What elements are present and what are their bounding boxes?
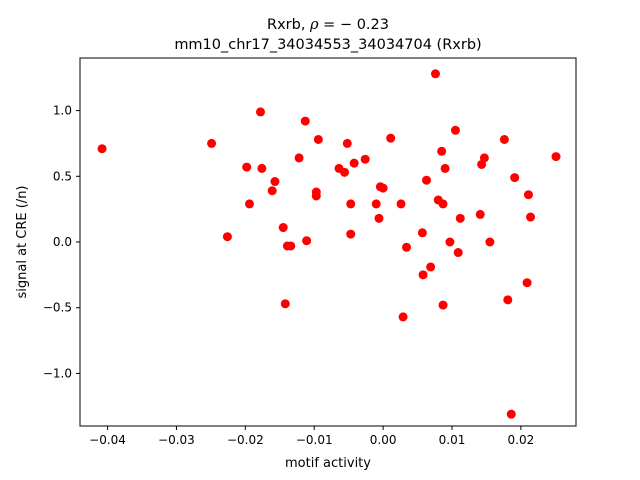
data-point (311, 187, 321, 197)
data-point (418, 270, 428, 280)
data-points-layer (97, 69, 561, 419)
data-point (402, 242, 412, 252)
x-tick-label: −0.03 (158, 433, 195, 447)
data-point (270, 177, 280, 187)
y-tick-label: 1.0 (53, 104, 72, 118)
data-point (267, 186, 277, 196)
x-axis: −0.04 −0.03 −0.02 −0.01 0.00 0.01 0.02 (89, 426, 534, 447)
data-point (278, 223, 288, 233)
data-point (349, 158, 359, 168)
chart-title-line1: Rxrb, ρ = − 0.23 (267, 17, 389, 33)
x-tick-label: −0.01 (296, 433, 333, 447)
data-point (360, 154, 370, 164)
data-point (222, 232, 232, 242)
y-tick-label: −1.0 (43, 366, 72, 380)
y-tick-label: −0.5 (43, 301, 72, 315)
data-point (371, 199, 381, 209)
y-axis: −1.0 −0.5 0.0 0.5 1.0 (43, 104, 80, 380)
x-tick-label: −0.02 (227, 433, 264, 447)
data-point (523, 190, 533, 200)
chart-title-line2: mm10_chr17_34034553_34034704 (Rxrb) (174, 37, 481, 53)
data-point (445, 237, 455, 247)
data-point (438, 300, 448, 310)
data-point (396, 199, 406, 209)
data-point (455, 213, 465, 223)
y-tick-label: 0.0 (53, 235, 72, 249)
data-point (551, 152, 561, 162)
x-axis-label: motif activity (285, 456, 371, 471)
data-point (346, 199, 356, 209)
data-point (340, 167, 350, 177)
data-point (503, 295, 513, 305)
data-point (510, 173, 520, 183)
data-point (97, 144, 107, 154)
y-tick-label: 0.5 (53, 169, 72, 183)
data-point (450, 125, 460, 135)
data-point (475, 209, 485, 219)
data-point (422, 175, 432, 185)
data-point (430, 69, 440, 79)
data-point (386, 133, 396, 143)
data-point (522, 278, 532, 288)
data-point (342, 138, 352, 148)
y-axis-label: signal at CRE (/n) (15, 185, 30, 298)
data-point (417, 228, 427, 238)
x-tick-label: −0.04 (89, 433, 126, 447)
data-point (294, 153, 304, 163)
data-point (280, 299, 290, 309)
data-point (346, 229, 356, 239)
data-point (207, 138, 217, 148)
data-point (485, 237, 495, 247)
data-point (438, 199, 448, 209)
data-point (479, 153, 489, 163)
data-point (426, 262, 436, 272)
x-tick-label: 0.01 (439, 433, 466, 447)
plot-area-frame (79, 57, 577, 427)
data-point (286, 241, 296, 251)
data-point (255, 107, 265, 117)
data-point (440, 163, 450, 173)
data-point (300, 116, 310, 126)
data-point (398, 312, 408, 322)
x-tick-label: 0.02 (508, 433, 535, 447)
data-point (453, 248, 463, 258)
data-point (242, 162, 252, 172)
data-point (244, 199, 254, 209)
data-point (437, 146, 447, 156)
data-point (506, 409, 516, 419)
data-point (499, 134, 509, 144)
data-point (374, 213, 384, 223)
data-point (313, 134, 323, 144)
x-tick-label: 0.00 (370, 433, 397, 447)
data-point (378, 183, 388, 193)
data-point (526, 212, 536, 222)
data-point (302, 236, 312, 246)
data-point (257, 163, 267, 173)
